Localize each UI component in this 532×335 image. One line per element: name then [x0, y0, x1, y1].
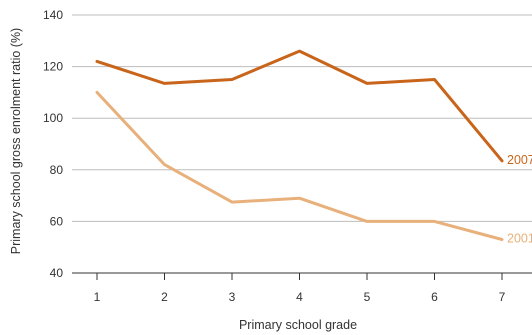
y-tick-label: 40 [50, 266, 64, 280]
series-labels: 2007 2001 [507, 153, 532, 246]
x-tick-label: 7 [499, 290, 506, 304]
x-axis-label: Primary school grade [239, 318, 357, 332]
series-line-2001 [95, 90, 504, 241]
y-tick-label: 80 [50, 163, 64, 177]
y-tick-label: 60 [50, 214, 64, 228]
y-tick-labels: 40 60 80 100 120 140 [43, 8, 63, 280]
y-tick-label: 120 [43, 60, 63, 74]
y-tick-label: 140 [43, 8, 63, 22]
series-label-2007: 2007 [507, 153, 532, 167]
series-lines [95, 49, 504, 241]
x-tick-label: 1 [94, 290, 101, 304]
gridlines [72, 14, 532, 222]
series-label-2001: 2001 [507, 231, 532, 245]
x-ticks: 1 2 3 4 5 6 7 [94, 273, 506, 304]
x-tick-label: 2 [161, 290, 168, 304]
y-tick-label: 100 [43, 111, 63, 125]
x-tick-label: 6 [431, 290, 438, 304]
x-tick-label: 4 [296, 290, 303, 304]
x-tick-label: 3 [229, 290, 236, 304]
x-tick-label: 5 [364, 290, 371, 304]
y-axis-label: Primary school gross enrolment ratio (%) [9, 28, 23, 254]
series-line-2007 [95, 49, 504, 163]
